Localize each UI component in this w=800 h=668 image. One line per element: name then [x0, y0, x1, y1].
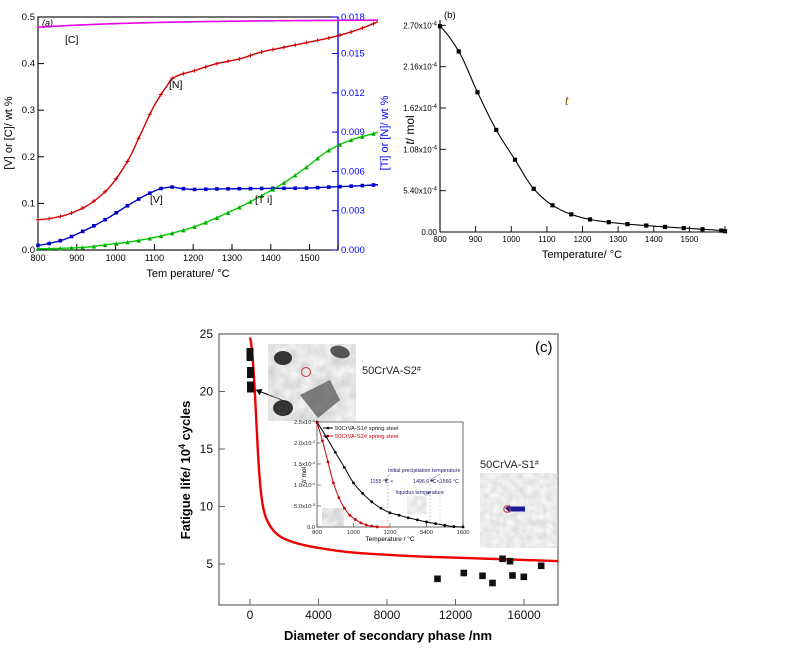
svg-text:Fatigue life/ 104 cycles: Fatigue life/ 104 cycles [177, 401, 193, 540]
svg-text:20: 20 [200, 385, 214, 399]
svg-text:0.2: 0.2 [22, 152, 35, 163]
svg-text:10: 10 [200, 500, 214, 514]
svg-text:50CrVA-S2# spring steel: 50CrVA-S2# spring steel [335, 434, 398, 440]
svg-text:Temperature / °C: Temperature / °C [365, 535, 415, 543]
svg-text:Diameter of secondary phase /n: Diameter of secondary phase /nm [284, 628, 492, 643]
svg-text:(c): (c) [535, 339, 553, 356]
svg-text:[Ti] or [N]/ wt %: [Ti] or [N]/ wt % [379, 95, 391, 170]
svg-text:0.3: 0.3 [22, 105, 35, 116]
svg-text:25: 25 [200, 327, 214, 341]
svg-text:1300: 1300 [609, 235, 627, 244]
svg-text:0.003: 0.003 [341, 206, 365, 217]
svg-text:Temperature/ °C: Temperature/ °C [542, 249, 622, 261]
svg-text:[C]: [C] [65, 34, 79, 46]
svg-text:50CrVA-S2#: 50CrVA-S2# [362, 365, 421, 377]
svg-text:5.0x10-5: 5.0x10-5 [294, 502, 316, 511]
svg-text:900: 900 [469, 235, 483, 244]
svg-text:0: 0 [247, 608, 254, 622]
svg-text:1496.6 °C<1560 °C: 1496.6 °C<1560 °C [413, 479, 459, 485]
svg-text:t/ mol: t/ mol [301, 466, 308, 482]
svg-text:[V]: [V] [150, 194, 163, 206]
svg-text:5400: 5400 [420, 530, 433, 536]
svg-text:0.4: 0.4 [22, 59, 35, 70]
svg-text:2.0x10-4: 2.0x10-4 [294, 439, 316, 448]
svg-text:0.000: 0.000 [341, 245, 365, 256]
svg-text:15: 15 [200, 442, 214, 456]
svg-text:1000: 1000 [106, 253, 126, 263]
svg-text:800: 800 [312, 530, 322, 536]
svg-text:1200: 1200 [183, 253, 203, 263]
svg-text:1400: 1400 [645, 235, 663, 244]
svg-text:(b): (b) [444, 10, 456, 21]
svg-text:1.62x10-4: 1.62x10-4 [403, 104, 437, 113]
svg-text:1300: 1300 [222, 253, 242, 263]
svg-text:5.40x10-4: 5.40x10-4 [403, 187, 437, 196]
svg-text:4000: 4000 [305, 608, 332, 622]
svg-text:t/ mol: t/ mol [403, 115, 417, 144]
svg-text:t: t [565, 94, 569, 108]
svg-text:8000: 8000 [374, 608, 401, 622]
svg-text:0.012: 0.012 [341, 88, 365, 99]
svg-text:0.1: 0.1 [22, 198, 35, 209]
svg-text:2.70x10-4: 2.70x10-4 [403, 21, 437, 30]
svg-text:[T i]: [T i] [255, 194, 272, 206]
svg-text:1500: 1500 [300, 253, 320, 263]
svg-text:1200: 1200 [574, 235, 592, 244]
svg-text:Tem perature/ °C: Tem perature/ °C [146, 268, 229, 280]
svg-text:2.16x10-4: 2.16x10-4 [403, 63, 437, 72]
svg-text:50CrVA-S1# spring steel: 50CrVA-S1# spring steel [335, 426, 398, 432]
svg-text:1100: 1100 [145, 253, 164, 263]
svg-text:1000: 1000 [347, 530, 360, 536]
svg-text:0.018: 0.018 [341, 12, 365, 23]
svg-text:800: 800 [433, 235, 447, 244]
svg-text:[V] or [C]/ wt %: [V] or [C]/ wt % [3, 96, 15, 170]
svg-text:1600: 1600 [457, 530, 470, 536]
svg-text:16000: 16000 [507, 608, 541, 622]
svg-text:0.5: 0.5 [22, 12, 35, 23]
svg-text:1.5x10-4: 1.5x10-4 [294, 460, 316, 469]
svg-text:1400: 1400 [261, 253, 281, 263]
svg-text:12000: 12000 [439, 608, 473, 622]
svg-text:1155 °C <: 1155 °C < [370, 479, 393, 485]
svg-text:800: 800 [30, 253, 45, 263]
svg-text:[N]: [N] [169, 79, 183, 91]
svg-text:liquidus temperature: liquidus temperature [396, 490, 444, 496]
svg-text:0.006: 0.006 [341, 166, 365, 177]
svg-text:0.015: 0.015 [341, 49, 365, 60]
svg-text:1100: 1100 [538, 235, 556, 244]
svg-text:1500: 1500 [681, 235, 699, 244]
svg-text:5: 5 [206, 557, 213, 571]
svg-text:Initial precipitation temperat: Initial precipitation temperature [388, 468, 460, 474]
svg-text:50CrVA-S1#: 50CrVA-S1# [480, 459, 539, 471]
svg-text:1.08x10-4: 1.08x10-4 [403, 145, 437, 154]
svg-text:900: 900 [69, 253, 84, 263]
svg-text:1000: 1000 [502, 235, 520, 244]
